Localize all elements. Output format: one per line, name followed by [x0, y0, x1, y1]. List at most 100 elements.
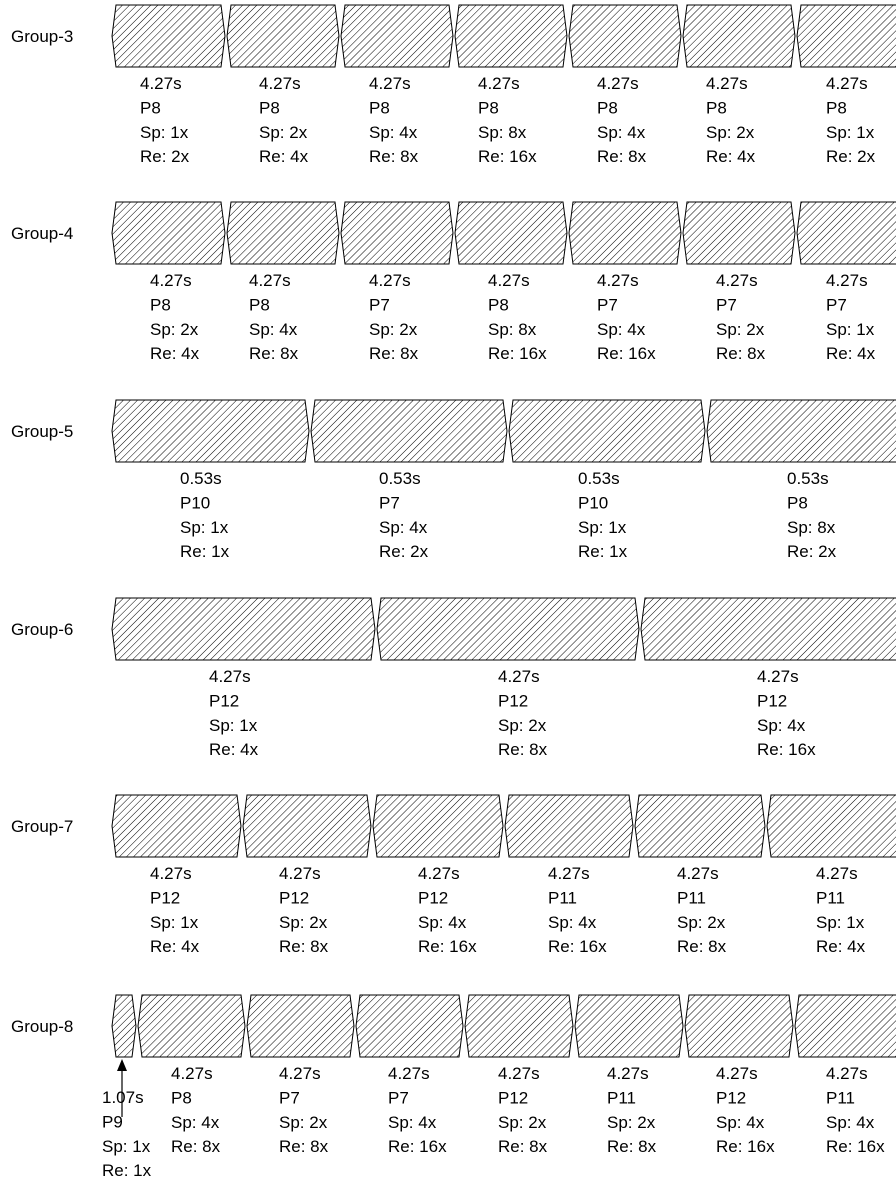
segment-resolution: Re: 8x [498, 740, 548, 759]
segment-speed: Sp: 8x [478, 123, 527, 142]
timeline-segment [794, 994, 896, 1058]
segment-phase: P8 [249, 295, 270, 314]
segment-speed: Sp: 1x [102, 1137, 151, 1156]
segment-phase: P7 [279, 1088, 300, 1107]
segment-resolution: Re: 8x [716, 344, 766, 363]
timeline-segment [310, 399, 508, 463]
segment-speed: Sp: 2x [716, 320, 765, 339]
timeline-segment [796, 201, 896, 265]
segment-speed: Sp: 4x [388, 1113, 437, 1132]
timeline-segment [508, 399, 706, 463]
segment-phase: P12 [498, 1088, 528, 1107]
segment-speed: Sp: 1x [150, 913, 199, 932]
segment-resolution: Re: 2x [140, 147, 190, 166]
timeline-segment [226, 4, 340, 68]
timeline-segment [796, 4, 896, 68]
segment-resolution: Re: 16x [548, 937, 607, 956]
group-row: Group-4 4.27s P8 Sp: 2x Re: 4x 4.27s P8 Sp: 4x R… [11, 201, 896, 363]
timeline-segment [706, 399, 896, 463]
segment-resolution: Re: 8x [597, 147, 647, 166]
segment-speed: Sp: 4x [379, 518, 428, 537]
segment-resolution: Re: 8x [677, 937, 727, 956]
timeline-segment [340, 4, 454, 68]
segment-duration: 4.27s [677, 864, 719, 883]
segment-speed: Sp: 1x [140, 123, 189, 142]
segment-speed: Sp: 2x [279, 913, 328, 932]
segment-phase: P11 [677, 888, 706, 907]
segment-duration: 4.27s [171, 1064, 213, 1083]
segment-resolution: Re: 16x [716, 1137, 775, 1156]
segment-duration: 4.27s [498, 667, 540, 686]
segment-resolution: Re: 8x [279, 937, 329, 956]
segment-resolution: Re: 2x [379, 542, 429, 561]
segment-duration: 0.53s [787, 469, 829, 488]
timeline-segment [111, 597, 376, 661]
segment-resolution: Re: 4x [706, 147, 756, 166]
segment-duration: 4.27s [716, 1064, 758, 1083]
timeline-segment [137, 994, 246, 1058]
timeline-segment [355, 994, 464, 1058]
segment-phase: P7 [388, 1088, 409, 1107]
segment-duration: 4.27s [150, 864, 192, 883]
segment-phase: P10 [180, 493, 210, 512]
group-label: Group-8 [11, 1017, 73, 1036]
segment-speed: Sp: 1x [826, 320, 875, 339]
group-label: Group-5 [11, 422, 73, 441]
segment-duration: 4.27s [757, 667, 799, 686]
timeline-segment [111, 399, 310, 463]
segment-phase: P11 [607, 1088, 636, 1107]
segment-duration: 4.27s [279, 864, 321, 883]
segment-speed: Sp: 2x [706, 123, 755, 142]
timeline-segment [340, 201, 454, 265]
timeline-segment [454, 201, 568, 265]
segment-phase: P11 [826, 1088, 855, 1107]
segment-speed: Sp: 1x [826, 123, 875, 142]
segment-resolution: Re: 4x [826, 344, 876, 363]
group-row: Group-5 0.53s P10 Sp: 1x Re: 1x 0.53s P7 Sp: 4x… [11, 399, 896, 561]
segment-speed: Sp: 1x [209, 716, 258, 735]
segment-speed: Sp: 4x [597, 320, 646, 339]
timeline-segment [568, 4, 682, 68]
segment-resolution: Re: 8x [607, 1137, 657, 1156]
segment-speed: Sp: 2x [279, 1113, 328, 1132]
timeline-segment [376, 597, 640, 661]
segment-phase: P8 [597, 98, 618, 117]
arrow-up-icon [117, 1059, 127, 1071]
group-label: Group-6 [11, 620, 73, 639]
segment-phase: P10 [578, 493, 608, 512]
timeline-segment [568, 201, 682, 265]
segment-duration: 0.53s [379, 469, 421, 488]
timeline-segment [454, 4, 568, 68]
segment-speed: Sp: 2x [498, 716, 547, 735]
segment-duration: 0.53s [578, 469, 620, 488]
segment-speed: Sp: 1x [578, 518, 627, 537]
segment-phase: P12 [716, 1088, 746, 1107]
segment-duration: 4.27s [249, 271, 291, 290]
segment-phase: P9 [102, 1112, 123, 1131]
segment-phase: P7 [716, 295, 737, 314]
segment-duration: 4.27s [369, 74, 411, 93]
timeline-segment [111, 201, 226, 265]
segment-phase: P7 [597, 295, 618, 314]
segment-resolution: Re: 4x [209, 740, 259, 759]
segment-duration: 4.27s [826, 271, 868, 290]
segment-speed: Sp: 2x [369, 320, 418, 339]
segment-phase: P7 [826, 295, 847, 314]
segment-duration: 4.27s [488, 271, 530, 290]
segment-resolution: Re: 2x [826, 147, 876, 166]
timeline-segment [372, 794, 504, 858]
segment-duration: 4.27s [826, 1064, 868, 1083]
segment-duration: 4.27s [597, 271, 639, 290]
segment-speed: Sp: 4x [418, 913, 467, 932]
group-label: Group-7 [11, 817, 73, 836]
segment-phase: P8 [369, 98, 390, 117]
segment-duration: 4.27s [548, 864, 590, 883]
segment-speed: Sp: 2x [259, 123, 308, 142]
segment-resolution: Re: 16x [488, 344, 547, 363]
segment-speed: Sp: 4x [171, 1113, 220, 1132]
timeline-segment [682, 4, 796, 68]
segment-duration: 4.27s [259, 74, 301, 93]
segment-duration: 4.27s [607, 1064, 649, 1083]
segment-phase: P12 [498, 691, 528, 710]
